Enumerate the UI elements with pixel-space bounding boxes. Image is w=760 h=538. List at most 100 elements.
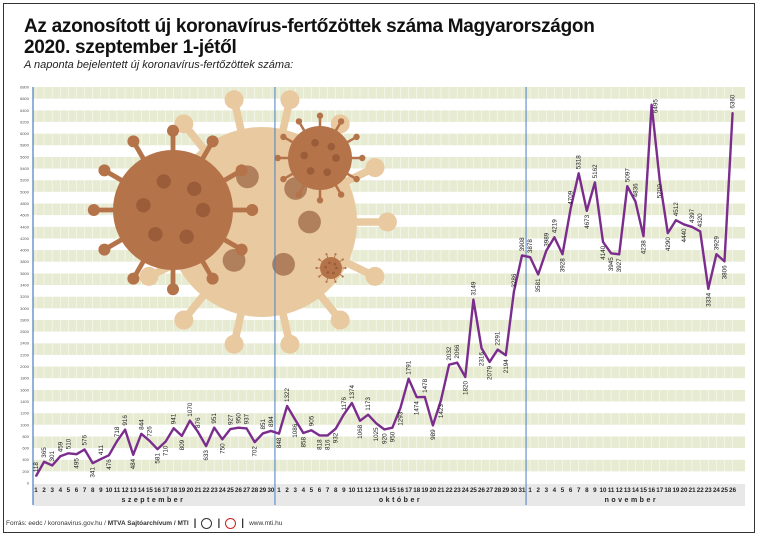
grid-stripe <box>33 354 745 367</box>
data-point <box>375 422 378 425</box>
data-point <box>326 434 329 437</box>
grid-stripe <box>33 471 745 483</box>
source-text: Forrás: eedc / koronavirus.gov.hu / MTVA… <box>6 520 189 527</box>
grid-stripe <box>33 448 745 460</box>
data-point <box>626 185 629 187</box>
data-label: 1068 <box>357 424 364 439</box>
y-tick-label: 4400 <box>20 224 30 229</box>
chart-frame <box>3 3 755 533</box>
footer: Forrás: eedc / koronavirus.gov.hu / MTVA… <box>6 518 282 529</box>
data-point <box>140 433 143 435</box>
x-tick-label: 22 <box>697 487 704 494</box>
y-tick-label: 2400 <box>20 341 30 346</box>
data-point <box>262 432 264 435</box>
data-point <box>650 103 653 106</box>
data-point <box>586 210 588 212</box>
x-tick-label: 14 <box>138 487 145 494</box>
grid-stripe <box>33 378 745 390</box>
x-tick-label: 26 <box>235 487 242 494</box>
x-tick-label: 15 <box>146 487 153 494</box>
virus-spike-tip <box>325 280 328 283</box>
x-tick-label: 2 <box>42 487 46 494</box>
virus-spike-tip <box>274 154 281 162</box>
x-tick-label: 5 <box>310 487 314 494</box>
data-point <box>675 219 677 222</box>
x-tick-label: 10 <box>105 487 112 494</box>
x-tick-label: 4 <box>553 487 557 494</box>
grid-stripe <box>33 180 745 192</box>
x-tick-label: 16 <box>397 487 404 494</box>
data-label: 5097 <box>624 168 631 183</box>
x-tick-label: 23 <box>211 487 218 494</box>
x-tick-label: 12 <box>365 487 372 494</box>
data-label: 818 <box>317 439 324 450</box>
virus-spike-tip <box>365 158 385 178</box>
virus-dot <box>323 168 332 177</box>
y-tick-label: 2800 <box>20 317 30 322</box>
separator: | <box>241 518 245 529</box>
x-tick-label: 8 <box>585 487 589 494</box>
y-tick-label: 600 <box>22 446 29 451</box>
x-tick-label: 20 <box>186 487 193 494</box>
x-tick-label: 7 <box>83 487 87 494</box>
data-point <box>505 354 507 357</box>
data-label: 2316 <box>479 352 486 367</box>
data-label: 1820 <box>462 381 469 396</box>
data-label: 581 <box>155 453 162 464</box>
x-tick-label: 16 <box>154 487 161 494</box>
data-label: 941 <box>171 413 178 424</box>
virus-spike-tip <box>316 112 324 119</box>
x-tick-label: 13 <box>624 487 631 494</box>
virus-spike-tip <box>206 272 219 285</box>
grid-stripe <box>33 296 745 309</box>
y-tick-label: 200 <box>22 469 29 474</box>
data-point <box>367 413 369 416</box>
data-point <box>181 435 183 437</box>
data-label: 459 <box>57 441 64 452</box>
data-point <box>43 460 45 463</box>
x-tick-label: 25 <box>721 487 728 494</box>
x-tick-label: 18 <box>170 487 177 494</box>
y-tick-label: 3200 <box>20 294 30 299</box>
website-link[interactable]: www.mti.hu <box>249 520 283 527</box>
data-label: 1173 <box>365 397 372 411</box>
data-point <box>553 236 556 239</box>
grid-stripe <box>33 238 745 251</box>
data-label: 920 <box>381 433 388 444</box>
x-tick-label: 16 <box>648 487 655 494</box>
x-tick-label: 14 <box>381 487 388 494</box>
data-point <box>156 448 159 450</box>
y-tick-label: 2000 <box>20 364 30 369</box>
y-tick-label: 800 <box>22 434 29 439</box>
grid-stripe <box>33 226 745 239</box>
data-point <box>602 241 604 243</box>
virus-dot <box>272 252 295 276</box>
data-point <box>448 363 450 366</box>
x-tick-label: 23 <box>705 487 712 494</box>
virus-spike-tip <box>344 266 347 270</box>
data-label: 576 <box>82 434 89 445</box>
x-tick-label: 27 <box>486 487 493 494</box>
virus-spike-tip <box>341 275 344 278</box>
virus-dot <box>298 210 321 234</box>
virus-spike-tip <box>127 272 140 285</box>
y-tick-label: 0 <box>27 481 30 486</box>
data-label: 4238 <box>641 240 648 255</box>
virus-spike-tip <box>280 334 300 354</box>
data-point <box>91 462 94 464</box>
data-label: 2066 <box>454 344 461 359</box>
virus-spike-tip <box>167 124 179 137</box>
data-point <box>237 426 240 429</box>
data-point <box>383 428 386 431</box>
data-label: 484 <box>130 458 137 469</box>
data-label: 2079 <box>487 365 494 380</box>
virus-spike-tip <box>353 175 360 183</box>
x-tick-label: 24 <box>462 487 469 494</box>
y-tick-label: 6800 <box>20 85 30 90</box>
data-point <box>569 207 572 210</box>
data-label: 341 <box>90 467 97 478</box>
virus-dot <box>332 154 340 162</box>
data-label: 365 <box>41 447 48 458</box>
data-label: 4512 <box>673 202 680 217</box>
